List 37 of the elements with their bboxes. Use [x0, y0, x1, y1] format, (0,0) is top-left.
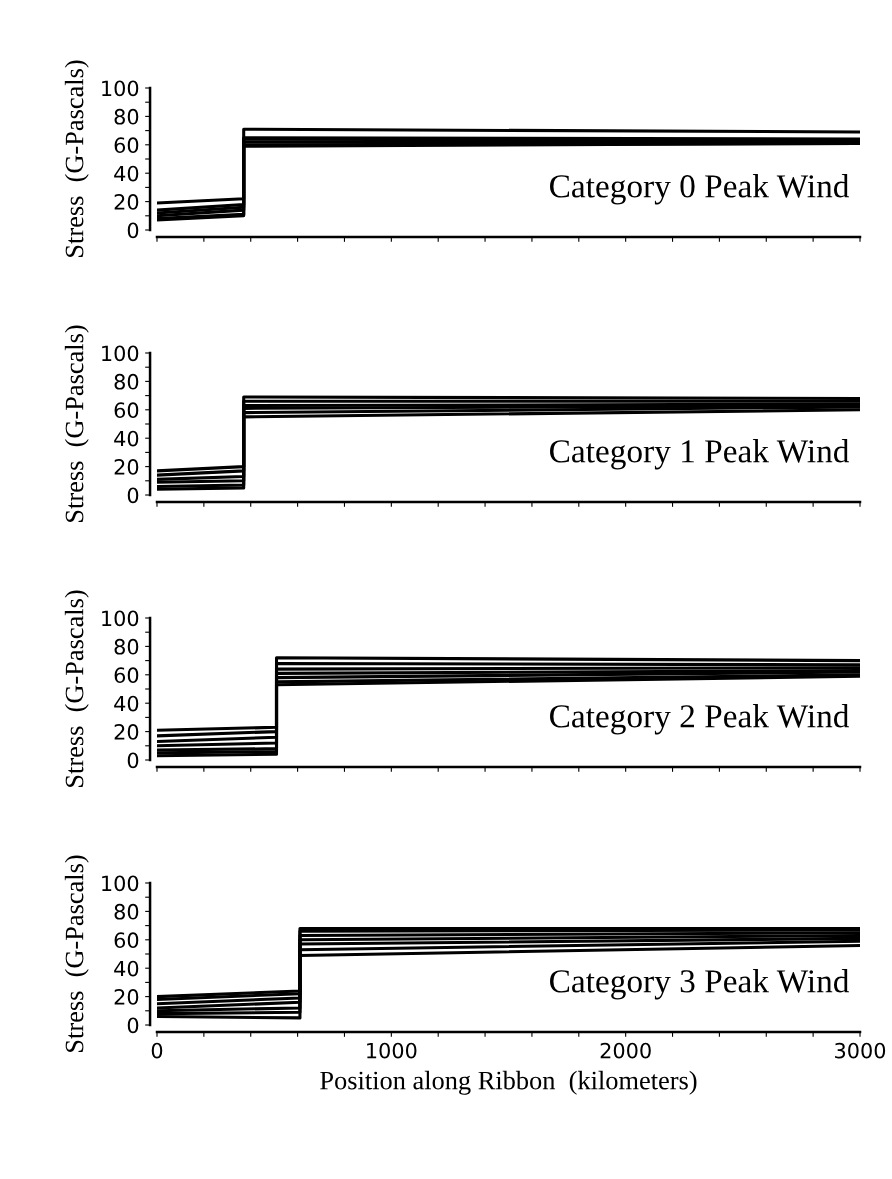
y-axis-title: Stress (G-Pascals)	[64, 325, 89, 522]
x-tick-label: 0	[151, 1042, 163, 1059]
y-tick-label: 40	[114, 695, 139, 712]
annotation: Category 0 Peak Wind	[550, 174, 850, 205]
x-axis-title: Position along Ribbon (kilometers)	[320, 1070, 697, 1095]
x-tick-label: 2000	[600, 1042, 651, 1059]
y-tick-label: 80	[114, 108, 139, 125]
y-tick-label: 80	[114, 903, 139, 920]
y-tick-label: 20	[114, 724, 139, 740]
y-tick-label: 60	[114, 402, 139, 419]
y-tick-label: 40	[114, 165, 139, 182]
y-tick-label: 100	[102, 80, 139, 97]
annotation: Category 2 Peak Wind	[550, 704, 850, 735]
y-tick-label: 40	[114, 960, 139, 977]
y-axis-title: Stress (G-Pascals)	[64, 60, 89, 257]
y-axis-title: Stress (G-Pascals)	[64, 590, 89, 787]
y-tick-label: 60	[114, 137, 139, 154]
y-tick-label: 100	[102, 875, 139, 892]
y-tick-label: 0	[127, 752, 139, 769]
y-tick-label: 20	[114, 989, 139, 1005]
x-tick-label: 1000	[367, 1042, 417, 1059]
y-tick-label: 40	[114, 430, 139, 447]
y-tick-label: 0	[127, 1017, 139, 1034]
y-tick-label: 60	[114, 932, 139, 949]
y-axis-title: Stress (G-Pascals)	[64, 855, 89, 1052]
annotation: Category 1 Peak Wind	[550, 439, 850, 470]
y-tick-label: 80	[114, 373, 139, 390]
y-tick-label: 100	[102, 610, 139, 627]
y-tick-label: 100	[102, 345, 139, 362]
annotation: Category 3 Peak Wind	[550, 969, 850, 1000]
y-tick-label: 0	[127, 487, 139, 504]
y-tick-label: 20	[114, 194, 139, 210]
y-tick-label: 80	[114, 638, 139, 655]
y-tick-label: 60	[114, 667, 139, 684]
x-tick-label: 3000	[835, 1042, 886, 1059]
y-tick-label: 0	[127, 222, 139, 239]
y-tick-label: 20	[114, 459, 139, 475]
